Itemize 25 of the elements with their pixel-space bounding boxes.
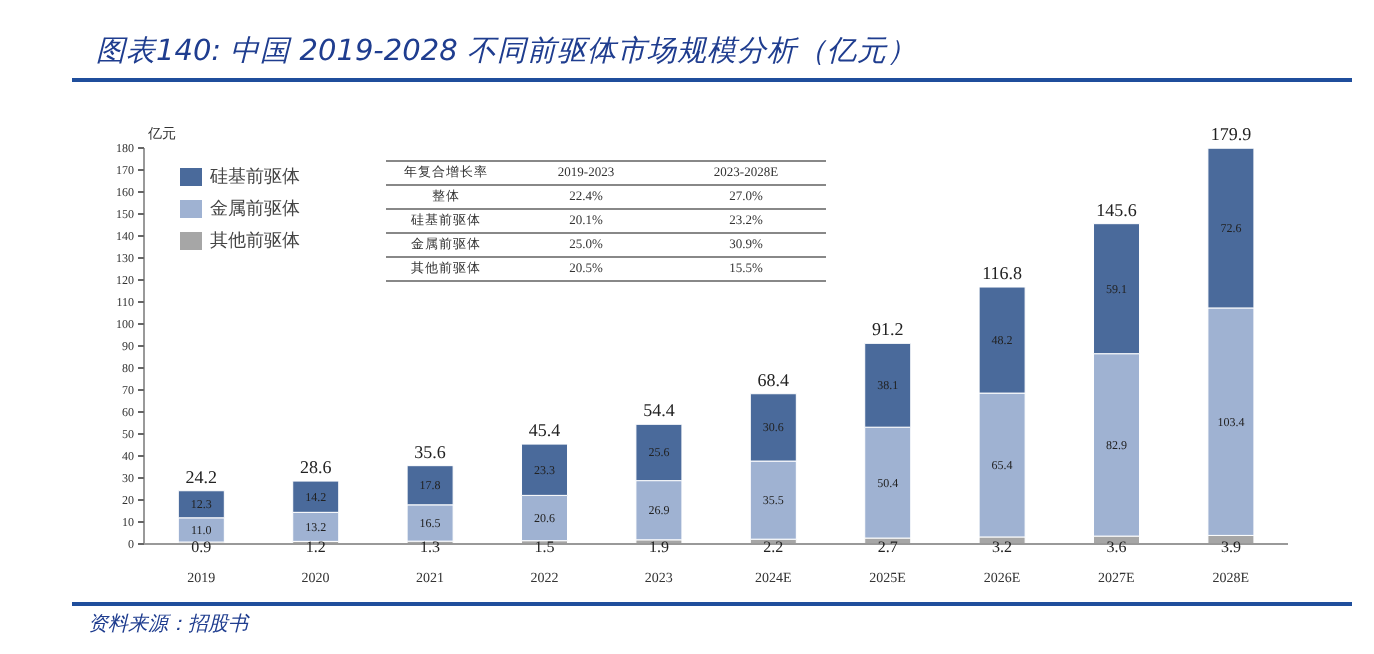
data-label: 3.2: [992, 538, 1013, 556]
data-label: 3.6: [1106, 538, 1127, 556]
data-label: 1.5: [534, 538, 555, 556]
total-label: 68.4: [757, 369, 791, 390]
total-label: 116.8: [982, 263, 1024, 284]
data-label: 0.9: [191, 538, 212, 556]
total-label: 179.9: [1210, 124, 1253, 145]
total-label: 91.2: [871, 319, 904, 340]
data-label: 1.2: [305, 538, 326, 556]
data-label: 2.7: [877, 538, 898, 556]
legend-label: 金属前驱体: [208, 196, 300, 222]
total-label: 28.6: [299, 457, 333, 478]
total-label: 145.6: [1096, 199, 1138, 220]
total-label: 45.4: [528, 420, 562, 441]
legend-label: 其他前驱体: [208, 228, 300, 254]
total-label: 24.2: [185, 466, 218, 487]
total-label: 35.6: [414, 441, 447, 462]
data-label: 2.2: [763, 538, 784, 556]
text: 资料来源：招股书: [88, 611, 248, 638]
data-label: 3.9: [1220, 538, 1241, 556]
total-label: 54.4: [643, 400, 676, 421]
data-label: 1.9: [648, 538, 669, 556]
data-label: 1.3: [420, 538, 441, 556]
legend-label: 硅基前驱体: [208, 164, 300, 190]
chart-title: 图表140: 中国 2019-2028 不同前驱体市场规模分析（亿元）: [96, 33, 917, 70]
